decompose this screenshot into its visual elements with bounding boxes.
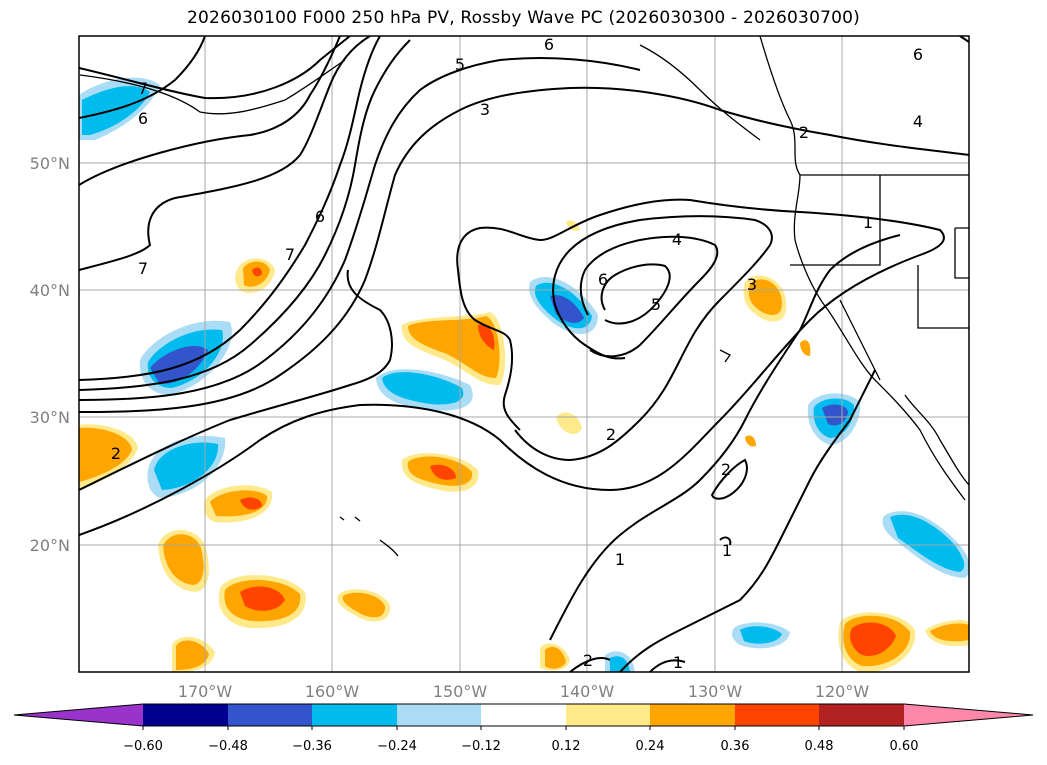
lon-tick-labels: 170°W 160°W 150°W 140°W 130°W 120°W xyxy=(178,682,870,701)
colorbar xyxy=(13,703,1034,730)
map-frame xyxy=(78,35,970,673)
contour-label: 1 xyxy=(863,213,873,232)
colorbar-ticks: −0.60 −0.48 −0.36 −0.24 −0.12 0.12 0.24 … xyxy=(123,739,918,754)
colorbar-extend-high xyxy=(904,704,1033,726)
pv-shading xyxy=(79,77,969,672)
contour-label: 1 xyxy=(722,541,732,560)
contour-label: 2 xyxy=(583,651,593,670)
colorbar-segment xyxy=(397,704,481,726)
colorbar-tick-label: −0.24 xyxy=(377,739,417,754)
contour-label: 4 xyxy=(913,112,923,131)
colorbar-tick-label: 0.60 xyxy=(890,739,919,754)
colorbar-tick-label: 0.36 xyxy=(721,739,750,754)
colorbar-tick-label: −0.48 xyxy=(208,739,248,754)
colorbar-segment xyxy=(650,704,735,726)
contour-label: 7 xyxy=(138,79,148,98)
contour-label: 6 xyxy=(544,35,554,54)
colorbar-tick-label: −0.12 xyxy=(461,739,501,754)
colorbar-segment xyxy=(312,704,397,726)
lon-label: 150°W xyxy=(433,682,488,701)
contour-label: 7 xyxy=(138,259,148,278)
lat-label: 30°N xyxy=(30,408,70,427)
colorbar-tick-label: −0.60 xyxy=(123,739,163,754)
lon-label: 140°W xyxy=(560,682,615,701)
contour-label: 1 xyxy=(673,653,683,672)
lon-label: 160°W xyxy=(305,682,360,701)
contour-label: 6 xyxy=(138,109,148,128)
lat-tick-labels: 50°N 40°N 30°N 20°N xyxy=(30,154,70,555)
lon-label: 120°W xyxy=(815,682,870,701)
lat-label: 40°N xyxy=(30,281,70,300)
contour-label: 1 xyxy=(615,550,625,569)
contour-label: 4 xyxy=(672,230,682,249)
lat-label: 50°N xyxy=(30,154,70,173)
colorbar-segment xyxy=(819,704,904,726)
contour-label: 6 xyxy=(598,270,608,289)
colorbar-segment xyxy=(228,704,312,726)
lat-lon-grid xyxy=(79,36,969,672)
contour-label: 5 xyxy=(651,295,661,314)
colorbar-tick-label: 0.48 xyxy=(805,739,834,754)
contour-label: 2 xyxy=(606,425,616,444)
contour-labels: 6 5 3 7 6 6 4 2 1 7 7 6 4 6 5 3 2 2 2 1 … xyxy=(111,35,923,672)
contour-label: 2 xyxy=(111,444,121,463)
colorbar-segment xyxy=(566,704,650,726)
colorbar-tick-label: 0.24 xyxy=(636,739,665,754)
colorbar-segment xyxy=(735,704,819,726)
colorbar-tick-label: −0.36 xyxy=(292,739,332,754)
contour-label: 7 xyxy=(285,245,295,264)
colorbar-segment xyxy=(143,704,228,726)
lon-label: 170°W xyxy=(178,682,233,701)
contour-label: 5 xyxy=(455,55,465,74)
contour-label: 3 xyxy=(747,275,757,294)
contour-label: 2 xyxy=(721,460,731,479)
coastlines xyxy=(79,36,969,557)
contour-label: 6 xyxy=(913,45,923,64)
colorbar-extend-low xyxy=(14,704,143,726)
pv-contours xyxy=(79,36,969,672)
colorbar-segment xyxy=(481,704,566,726)
map-background xyxy=(79,36,969,672)
contour-label: 2 xyxy=(799,123,809,142)
colorbar-tick-label: 0.12 xyxy=(552,739,581,754)
contour-label: 6 xyxy=(315,207,325,226)
lat-label: 20°N xyxy=(30,536,70,555)
lon-label: 130°W xyxy=(688,682,743,701)
map-title: 2026030100 F000 250 hPa PV, Rossby Wave … xyxy=(187,8,860,28)
contour-label: 3 xyxy=(480,100,490,119)
